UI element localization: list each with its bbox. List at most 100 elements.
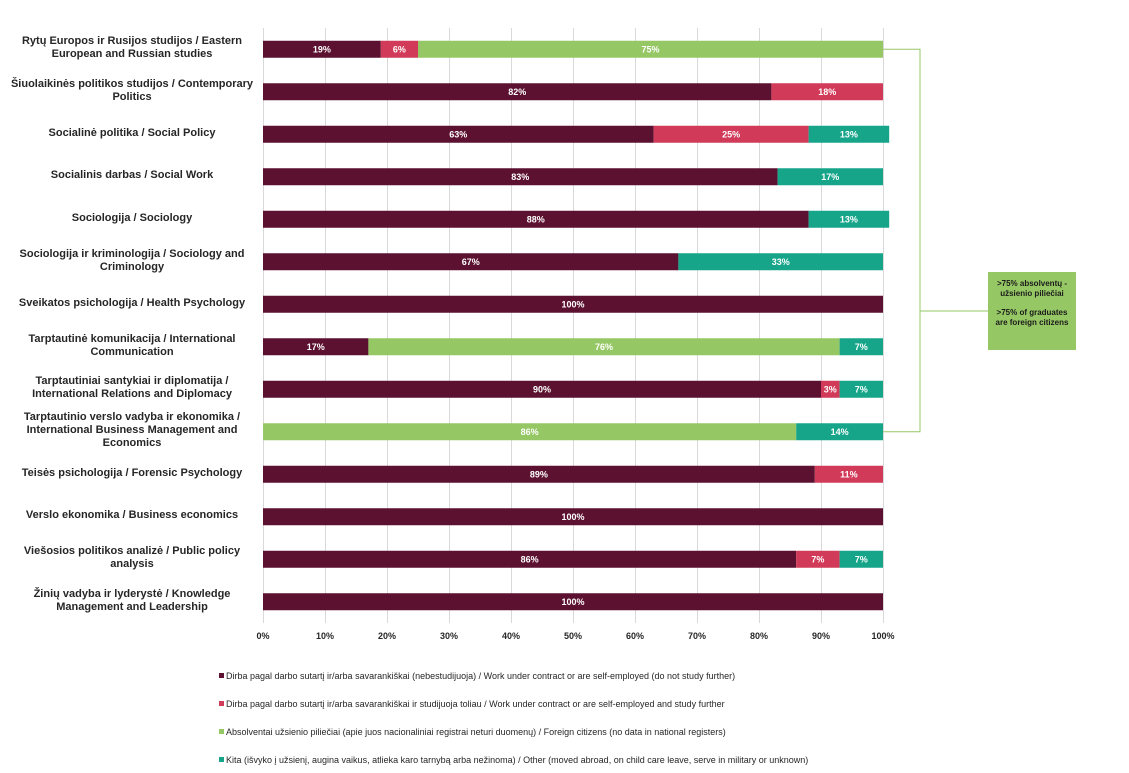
- x-tick-label: 10%: [315, 631, 335, 641]
- bar-segment: [263, 423, 797, 441]
- data-label: 100%: [561, 597, 584, 607]
- data-label: 13%: [840, 130, 858, 140]
- legend-label: Kita (išvyko į užsienį, augina vaikus, a…: [226, 755, 809, 765]
- legend-item: Dirba pagal darbo sutartį ir/arba savara…: [219, 699, 725, 709]
- legend-label: Dirba pagal darbo sutartį ir/arba savara…: [226, 699, 725, 709]
- data-label: 88%: [527, 215, 545, 225]
- category-label: Šiuolaikinės politikos studijos / Contem…: [10, 77, 254, 103]
- x-tick-label: 30%: [439, 631, 459, 641]
- data-label: 75%: [641, 45, 659, 55]
- legend-label: Dirba pagal darbo sutartį ir/arba savara…: [226, 671, 736, 681]
- legend-swatch: [219, 673, 224, 678]
- x-tick-label: 40%: [501, 631, 521, 641]
- data-label: 14%: [831, 427, 849, 437]
- bar-segment: [839, 338, 883, 356]
- data-label: 67%: [462, 257, 480, 267]
- bar-segment: [263, 168, 778, 186]
- data-label: 82%: [508, 87, 526, 97]
- x-tick-label: 60%: [625, 631, 645, 641]
- x-tick-label: 0%: [256, 631, 270, 641]
- data-label: 11%: [840, 470, 858, 480]
- bar-segment: [771, 83, 883, 101]
- bar-segment: [678, 253, 883, 271]
- bar-segment: [263, 295, 883, 313]
- category-label: Tarptautiniai santykiai ir diplomatija /…: [32, 375, 232, 401]
- bar-segment: [653, 125, 809, 143]
- bar-segment: [808, 125, 890, 143]
- bar-segment: [796, 423, 883, 441]
- legend-swatch: [219, 701, 224, 706]
- data-label: 13%: [840, 215, 858, 225]
- bar-segment: [796, 550, 840, 568]
- bar-segment: [263, 40, 381, 58]
- legend-swatch: [219, 757, 224, 762]
- bar-segment: [380, 40, 418, 58]
- bar-segment: [808, 210, 890, 228]
- category-label: Sociologija ir kriminologija / Sociology…: [19, 247, 245, 273]
- data-label: 17%: [821, 172, 839, 182]
- data-label: 90%: [533, 385, 551, 395]
- data-label: 86%: [521, 555, 539, 565]
- legend-item: Kita (išvyko į užsienį, augina vaikus, a…: [219, 755, 808, 765]
- category-label: Rytų Europos ir Rusijos studijos / Easte…: [21, 35, 243, 61]
- x-tick-label: 70%: [687, 631, 707, 641]
- bar-segment: [263, 380, 821, 398]
- x-tick-label: 80%: [749, 631, 769, 641]
- data-label: 100%: [561, 512, 584, 522]
- bar-segment: [263, 253, 679, 271]
- category-label: Tarptautinio verslo vadyba ir ekonomika …: [23, 411, 241, 450]
- callout-bracket: [883, 48, 921, 433]
- bar-segment: [839, 380, 883, 398]
- x-tick-label: 50%: [563, 631, 583, 641]
- category-label: Tarptautinė komunikacija / International…: [28, 332, 236, 358]
- category-label: Verslo ekonomika / Business economics: [25, 509, 239, 522]
- category-label: Teisės psichologija / Forensic Psycholog…: [21, 466, 243, 479]
- legend-item: Dirba pagal darbo sutartį ir/arba savara…: [219, 671, 735, 681]
- x-tick-label: 100%: [871, 631, 895, 641]
- bar-segment: [263, 508, 883, 526]
- bar-segment: [418, 40, 883, 58]
- data-label: 17%: [307, 342, 325, 352]
- legend-item: Absolventai užsienio piliečiai (apie juo…: [219, 727, 726, 737]
- data-label: 6%: [393, 45, 406, 55]
- data-label: 63%: [449, 130, 467, 140]
- bar-segment: [839, 550, 883, 568]
- callout-text-en: >75% of graduates are foreign citizens: [995, 308, 1069, 327]
- data-label: 83%: [511, 172, 529, 182]
- data-label: 76%: [595, 342, 613, 352]
- bar-segment: [263, 210, 809, 228]
- data-label: 86%: [521, 427, 539, 437]
- category-label: Socialinė politika / Social Policy: [48, 126, 216, 139]
- category-label: Sociologija / Sociology: [71, 211, 193, 224]
- bar-segment: [368, 338, 840, 356]
- data-label: 33%: [772, 257, 790, 267]
- legend-swatch: [219, 729, 224, 734]
- bar-segment: [263, 593, 883, 611]
- bar-segment: [263, 83, 772, 101]
- data-label: 25%: [722, 130, 740, 140]
- data-label: 7%: [855, 385, 868, 395]
- bar-segment: [263, 338, 369, 356]
- foreign-citizens-callout: >75% absolventų - užsienio piliečiai >75…: [988, 272, 1076, 350]
- bar-segment: [263, 125, 654, 143]
- data-label: 7%: [811, 555, 824, 565]
- data-label: 3%: [824, 385, 837, 395]
- x-tick-label: 90%: [811, 631, 831, 641]
- callout-text-lt: >75% absolventų - užsienio piliečiai: [996, 279, 1068, 298]
- bar-segment: [263, 550, 797, 568]
- category-label: Sveikatos psichologija / Health Psycholo…: [18, 296, 246, 309]
- data-label: 19%: [313, 45, 331, 55]
- x-tick-label: 20%: [377, 631, 397, 641]
- data-label: 18%: [818, 87, 836, 97]
- category-label: Viešosios politikos analizė / Public pol…: [23, 545, 241, 571]
- category-label: Žinių vadyba ir lyderystė / Knowledge Ma…: [33, 587, 231, 613]
- data-label: 100%: [561, 300, 584, 310]
- category-label: Socialinis darbas / Social Work: [50, 169, 214, 182]
- bar-segment: [263, 465, 815, 483]
- legend-label: Absolventai užsienio piliečiai (apie juo…: [226, 727, 726, 737]
- bar-segment: [777, 168, 883, 186]
- data-label: 89%: [530, 470, 548, 480]
- bar-segment: [814, 465, 883, 483]
